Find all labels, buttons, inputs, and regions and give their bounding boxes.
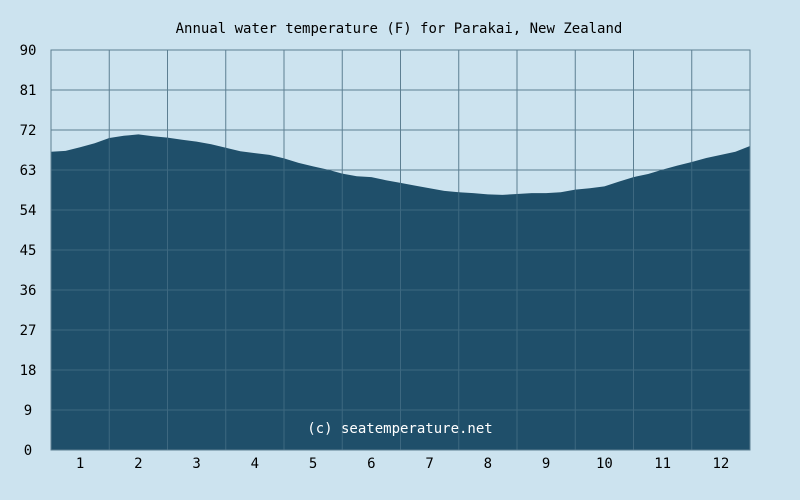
y-tick-label: 63: [20, 163, 37, 179]
x-tick-label: 4: [251, 456, 259, 472]
y-tick-label: 81: [20, 83, 37, 99]
x-tick-label: 10: [596, 456, 613, 472]
x-tick-label: 9: [542, 456, 550, 472]
y-tick-label: 90: [20, 43, 37, 59]
y-tick-label: 36: [20, 283, 37, 299]
chart-title: Annual water temperature (F) for Parakai…: [176, 21, 623, 37]
y-axis-tick-labels: 0 9 18 27 36 45 54 63 72 81 90: [20, 43, 37, 459]
x-axis-tick-labels: 1 2 3 4 5 6 7 8 9 10 11 12: [76, 456, 729, 472]
x-tick-label: 12: [712, 456, 729, 472]
y-tick-label: 54: [20, 203, 37, 219]
y-tick-label: 72: [20, 123, 37, 139]
x-tick-label: 3: [192, 456, 200, 472]
x-tick-label: 5: [309, 456, 317, 472]
x-tick-label: 7: [425, 456, 433, 472]
watermark-text: (c) seatemperature.net: [307, 421, 492, 437]
x-tick-label: 6: [367, 456, 375, 472]
y-tick-label: 27: [20, 323, 37, 339]
y-tick-label: 0: [24, 443, 32, 459]
x-tick-label: 8: [484, 456, 492, 472]
y-tick-label: 9: [24, 403, 32, 419]
y-tick-label: 45: [20, 243, 37, 259]
y-tick-label: 18: [20, 363, 37, 379]
x-tick-label: 11: [654, 456, 671, 472]
x-tick-label: 2: [134, 456, 142, 472]
x-tick-label: 1: [76, 456, 84, 472]
plot-frame: [50, 49, 751, 451]
